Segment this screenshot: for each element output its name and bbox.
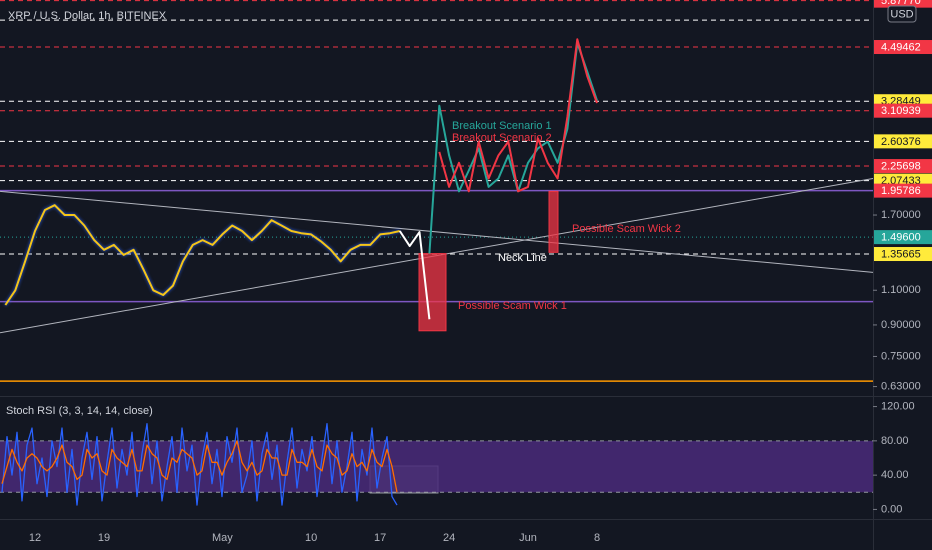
price-tag-label: 4.49462	[881, 41, 921, 53]
y-tick-label: 1.70000	[881, 209, 921, 221]
y-tick-label: 0.00	[881, 503, 902, 515]
series-line	[4, 204, 401, 306]
currency-label: USD	[890, 8, 913, 20]
price-tag-label: 3.10939	[881, 105, 921, 117]
y-tick-label: 120.00	[881, 400, 915, 412]
rsi-band	[0, 440, 873, 493]
price-tag	[874, 247, 932, 262]
pane-title: Stoch RSI (3, 3, 14, 14, close)	[6, 405, 153, 417]
price-tag-label: 5.87770	[881, 0, 921, 7]
x-tick-label: 12	[29, 532, 41, 544]
y-tick-label: 40.00	[881, 469, 909, 481]
annotation: Breakout Scenario 1	[452, 120, 552, 132]
scam-wick-label: Possible Scam Wick 1	[458, 300, 567, 312]
x-tick-label: 17	[374, 532, 386, 544]
series-line	[1, 440, 398, 493]
x-tick-label: Jun	[519, 532, 537, 544]
scam-wick-box	[548, 190, 559, 253]
price-tag	[874, 230, 932, 245]
price-tag-label: 1.35665	[881, 248, 921, 260]
price-tag	[874, 183, 932, 198]
price-tag-label: 2.25698	[881, 160, 921, 172]
x-tick-label: 10	[305, 532, 317, 544]
series-line	[398, 230, 431, 320]
y-tick-label: 0.75000	[881, 350, 921, 362]
price-tag	[874, 0, 932, 8]
annotation: Neck Line	[498, 252, 547, 264]
x-tick-label: 19	[98, 532, 110, 544]
x-tick-label: 24	[443, 532, 455, 544]
annotation: Breakout Scenario 2	[452, 132, 552, 144]
x-tick-label: 8	[594, 532, 600, 544]
scam-wick-label: Possible Scam Wick 2	[572, 223, 681, 235]
pane-title: XRP / U.S. Dollar, 1h, BITFINEX	[8, 10, 167, 22]
trendline	[0, 190, 874, 273]
price-tag-label: 2.60376	[881, 136, 921, 148]
y-tick-label: 80.00	[881, 435, 909, 447]
price-tag	[874, 103, 932, 118]
price-tag	[874, 159, 932, 174]
series-line	[428, 42, 598, 254]
series-line	[438, 38, 598, 193]
y-tick-label: 0.63000	[881, 380, 921, 392]
price-tag-label: 1.49600	[881, 232, 921, 244]
y-tick-label: 1.10000	[881, 284, 921, 296]
currency-badge	[887, 5, 917, 23]
series-line	[1, 423, 398, 506]
x-tick-label: May	[212, 532, 233, 544]
price-tag	[874, 40, 932, 55]
price-tag	[874, 134, 932, 149]
y-tick-label: 0.90000	[881, 319, 921, 331]
price-tag-label: 1.95786	[881, 185, 921, 197]
